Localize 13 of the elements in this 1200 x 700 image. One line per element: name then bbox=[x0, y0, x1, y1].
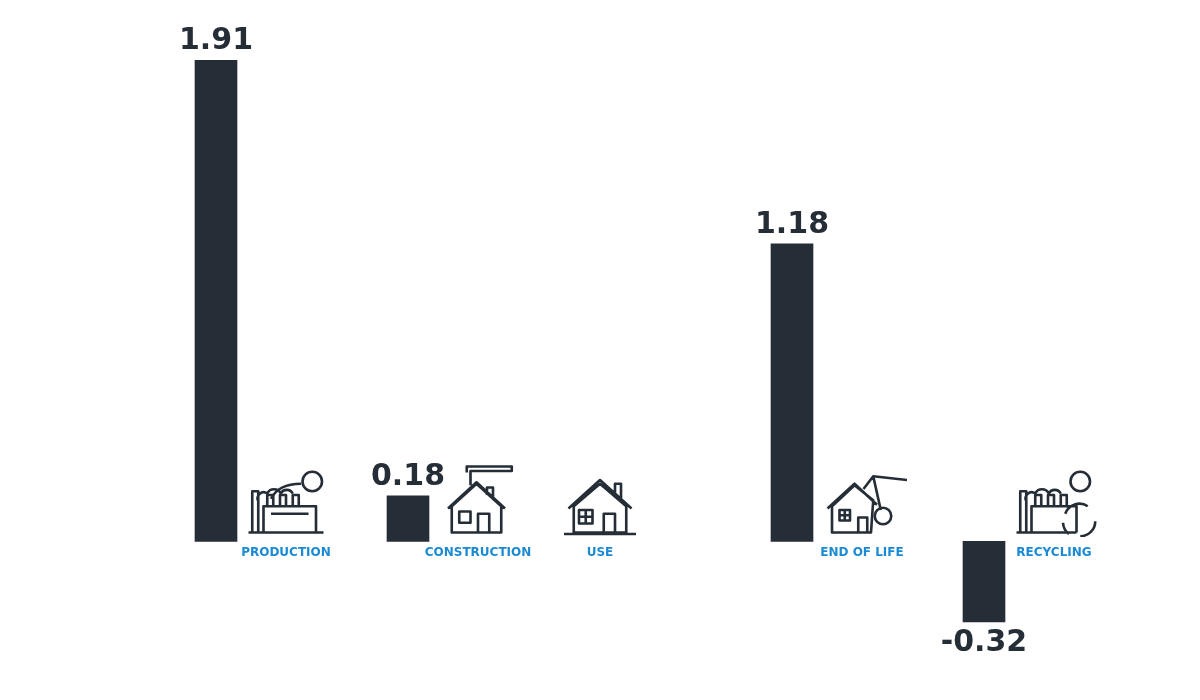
data-label: -0.32 bbox=[940, 622, 1028, 658]
bar bbox=[386, 495, 430, 542]
bar bbox=[194, 60, 238, 542]
x-tick-label: CONSTRUCTION bbox=[424, 545, 532, 560]
bar bbox=[770, 243, 814, 542]
x-tick-label: USE bbox=[586, 545, 614, 560]
data-label: 1.91 bbox=[178, 20, 254, 56]
data-label: 1.18 bbox=[754, 204, 830, 240]
bar bbox=[962, 540, 1006, 623]
x-tick-label: END OF LIFE bbox=[820, 545, 904, 560]
data-label: 0.18 bbox=[370, 456, 446, 492]
x-tick-label: PRODUCTION bbox=[241, 545, 331, 560]
x-tick-label: RECYCLING bbox=[1016, 545, 1092, 560]
